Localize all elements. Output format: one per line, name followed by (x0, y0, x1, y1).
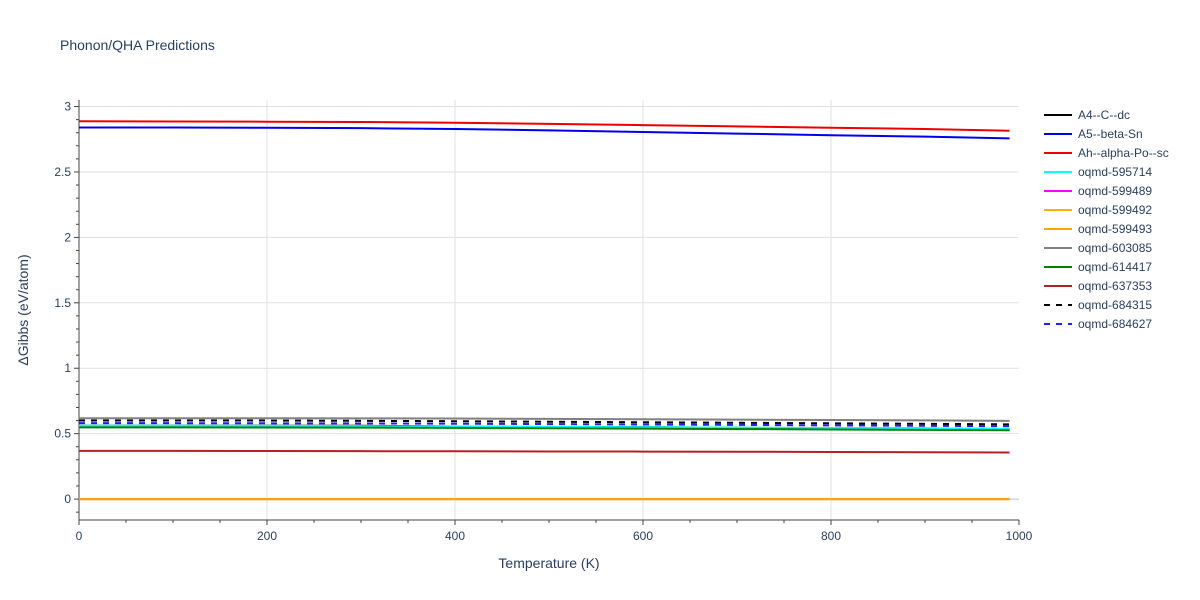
x-tick-label: 1000 (1006, 529, 1033, 543)
legend-label: oqmd-599493 (1078, 222, 1152, 236)
legend-label: Ah--alpha-Po--sc (1078, 146, 1169, 160)
legend-label: A4--C--dc (1078, 108, 1130, 122)
x-tick-label: 200 (257, 529, 277, 543)
y-tick-label: 2 (64, 230, 71, 244)
x-axis-title: Temperature (K) (498, 555, 599, 571)
legend-label: oqmd-614417 (1078, 260, 1152, 274)
legend-label: A5--beta-Sn (1078, 127, 1143, 141)
y-tick-label: 1.5 (54, 296, 71, 310)
y-tick-label: 2.5 (54, 165, 71, 179)
y-tick-labels: 0 0.5 1 1.5 2 2.5 3 (54, 100, 71, 507)
legend-label: oqmd-599492 (1078, 203, 1152, 217)
y-tick-label: 3 (64, 100, 71, 114)
series-lines (78, 120, 1010, 501)
series-line (78, 120, 1010, 132)
legend-label: oqmd-684315 (1078, 298, 1152, 312)
x-tick-label: 0 (76, 529, 83, 543)
x-tick-label: 800 (821, 529, 841, 543)
legend: A4--C--dc A5--beta-Sn Ah--alpha-Po--sc oqmd… (1044, 108, 1169, 331)
series-line (79, 422, 1010, 428)
y-axis-title: ΔGibbs (eV/atom) (15, 254, 31, 365)
chart-title: Phonon/QHA Predictions (60, 37, 215, 53)
legend-label: oqmd-603085 (1078, 241, 1152, 255)
x-tick-labels: 0 200 400 600 800 1000 (76, 529, 1033, 543)
axes (74, 100, 1020, 525)
series-line (79, 424, 1010, 430)
legend-label: oqmd-637353 (1078, 279, 1152, 293)
series-line (79, 419, 1010, 426)
legend-label: oqmd-684627 (1078, 317, 1152, 331)
y-tick-label: 1 (64, 361, 71, 375)
y-tick-label: 0 (64, 492, 71, 506)
x-tick-label: 600 (633, 529, 653, 543)
series-line (79, 417, 1010, 422)
series-line (79, 126, 1010, 140)
x-tick-label: 400 (445, 529, 465, 543)
series-line (79, 426, 1010, 432)
y-tick-label: 0.5 (54, 427, 71, 441)
legend-label: oqmd-599489 (1078, 184, 1152, 198)
grid-lines (79, 100, 1019, 520)
legend-label: oqmd-595714 (1078, 165, 1152, 179)
series-line (79, 449, 1010, 454)
